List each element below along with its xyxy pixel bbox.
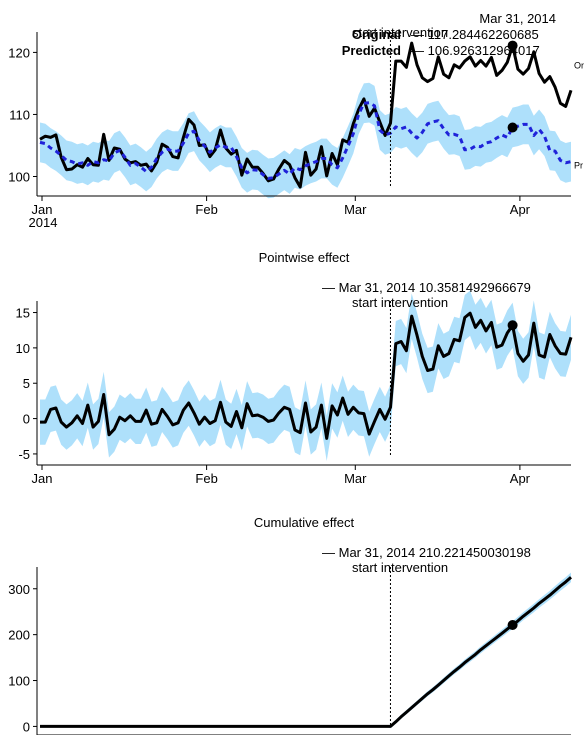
x-tick-label: Apr xyxy=(510,471,531,486)
cumulative-effect-panel: Cumulative effect 0 100 200 300 — Mar 31, 2… xyxy=(8,515,572,735)
interval-area xyxy=(40,290,571,461)
y-tick-label: 10 xyxy=(16,341,30,356)
series-end-label: Or xyxy=(574,60,584,70)
panel-title: Pointwise effect xyxy=(259,250,350,265)
y-tick-label: 100 xyxy=(8,169,30,184)
y-tick-label: -5 xyxy=(18,447,30,462)
y-tick-label: 200 xyxy=(8,628,30,643)
x-tick-label: Feb xyxy=(195,471,217,486)
x-year-label: 2014 xyxy=(29,215,58,230)
hover-series-value: — 117.284462260685 xyxy=(411,27,539,42)
hover-value: — Mar 31, 2014 10.3581492966679 xyxy=(322,280,531,295)
effect-line xyxy=(40,311,573,440)
y-tick-label: 120 xyxy=(8,45,30,60)
hover-date: Mar 31, 2014 xyxy=(479,11,556,26)
panel-title: Cumulative effect xyxy=(254,515,355,530)
x-tick-label: Feb xyxy=(195,202,217,217)
x-tick-label: Apr xyxy=(510,202,531,217)
hover-series-name: Original xyxy=(352,27,401,42)
x-tick-label: Jan xyxy=(32,202,53,217)
effect-line xyxy=(40,576,572,728)
hover-series-name: Predicted xyxy=(342,43,401,58)
hover-series-value: — 106.926312964017 xyxy=(411,43,540,58)
y-tick-label: 100 xyxy=(8,674,30,689)
y-tick-label: 15 xyxy=(16,306,30,321)
prediction-interval-band xyxy=(40,82,571,199)
cumulative-interval-band xyxy=(40,572,571,729)
hover-value: — Mar 31, 2014 210.221450030198 xyxy=(322,545,531,560)
series-lines: Or Pr xyxy=(39,41,584,189)
interval-area xyxy=(40,82,571,199)
interval-area xyxy=(40,572,571,729)
hover-point xyxy=(507,320,518,331)
x-tick-label: Jan xyxy=(32,471,53,486)
series-lines xyxy=(40,576,572,728)
series-lines xyxy=(40,311,573,440)
x-tick-label: Mar xyxy=(344,202,367,217)
series-end-label: Pr xyxy=(574,161,583,171)
y-tick-label: 110 xyxy=(9,107,30,122)
intervention-label: start intervention xyxy=(352,560,448,575)
hover-point xyxy=(507,122,518,133)
axes: -5 0 5 10 15 Jan Feb Mar Apr xyxy=(16,301,571,486)
y-tick-label: 5 xyxy=(23,376,30,391)
effect-interval-band xyxy=(40,290,571,461)
y-tick-label: 0 xyxy=(23,719,30,734)
intervention-label: start intervention xyxy=(352,295,448,310)
hover-point xyxy=(507,40,518,51)
x-tick-label: Mar xyxy=(344,471,367,486)
axes: 0 100 200 300 xyxy=(8,567,571,735)
pointwise-effect-panel: Pointwise effect -5 0 5 10 15 Jan Feb Mar Apr — … xyxy=(16,250,573,486)
y-tick-label: 0 xyxy=(23,412,30,427)
predicted-line xyxy=(39,101,572,180)
intervention-label: start intervention xyxy=(352,25,448,40)
y-tick-label: 300 xyxy=(8,582,30,597)
hover-point xyxy=(507,620,518,631)
